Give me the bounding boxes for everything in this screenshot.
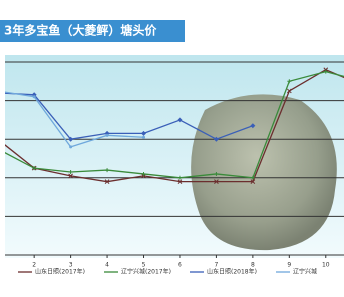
x-tick-label: 8 bbox=[251, 262, 255, 269]
x-tick-label: 10 bbox=[322, 262, 330, 269]
marker bbox=[69, 145, 72, 148]
chart-title: 3年多宝鱼（大菱鲆）塘头价 bbox=[4, 23, 157, 38]
marker bbox=[106, 134, 109, 137]
chart: 3年多宝鱼（大菱鲆）塘头价 2 3 4 5 6 7 8 9 10 山东日照(2017年) 辽宁兴城… bbox=[0, 0, 344, 297]
x-tick-label: 7 bbox=[215, 262, 219, 269]
legend-label: 辽宁兴城 bbox=[293, 268, 317, 276]
x-tick-label: 5 bbox=[142, 262, 146, 269]
marker bbox=[142, 136, 145, 139]
x-tick-label: 3 bbox=[69, 262, 73, 269]
marker bbox=[33, 95, 36, 98]
legend-label: 辽宁兴城(2017年) bbox=[121, 268, 171, 276]
legend-label: 山东日照(2017年) bbox=[35, 268, 85, 276]
legend-label: 山东日照(2018年) bbox=[207, 268, 257, 276]
x-tick-label: 2 bbox=[32, 262, 36, 269]
x-tick-label: 9 bbox=[287, 262, 291, 269]
x-tick-label: 6 bbox=[178, 262, 182, 269]
x-tick-label: 4 bbox=[105, 262, 109, 269]
fish-image bbox=[191, 94, 337, 250]
